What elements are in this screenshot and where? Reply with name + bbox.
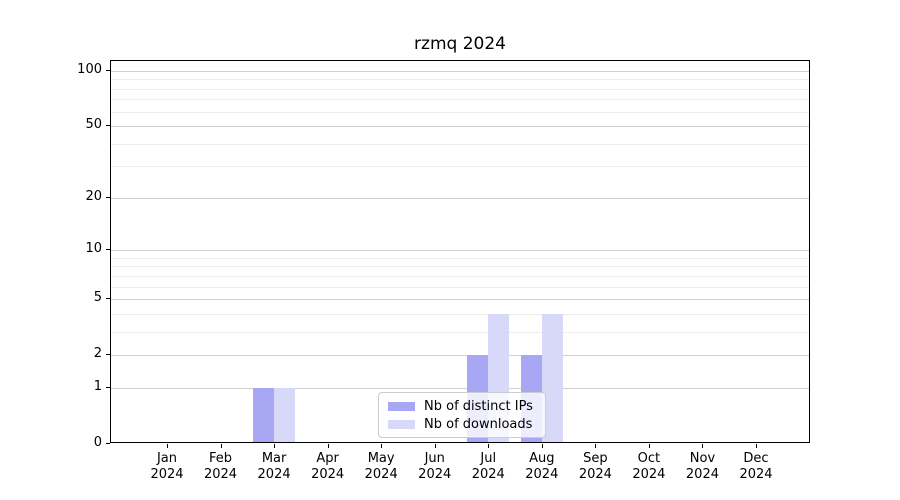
bar-distinct-ips: [253, 387, 275, 442]
x-tick-month: Dec: [743, 451, 769, 466]
y-tick-label: 5: [93, 290, 102, 306]
x-tick-month: Mar: [261, 451, 287, 466]
x-tick: [756, 444, 757, 448]
x-tick-month: May: [367, 451, 395, 466]
gridline-major: [111, 387, 809, 389]
legend-label-downloads: Nb of downloads: [424, 416, 533, 432]
x-tick: [488, 444, 490, 448]
x-tick-month: Sep: [583, 451, 608, 466]
x-tick: [327, 444, 329, 448]
x-tick-year: 2024: [203, 467, 238, 482]
gridline-minor: [111, 286, 809, 288]
x-tick-label: Nov 2024: [662, 451, 742, 483]
gridline-major: [111, 250, 809, 252]
x-tick-label: Sep 2024: [555, 451, 635, 483]
gridline-major: [111, 126, 809, 128]
x-tick-label: Jul 2024: [448, 451, 528, 483]
y-tick-label: 2: [93, 346, 102, 362]
gridline-minor: [111, 266, 809, 268]
legend-label-distinct-ips: Nb of distinct IPs: [424, 399, 533, 415]
y-tick: [106, 298, 110, 300]
gridline-minor: [111, 166, 809, 168]
x-tick-month: Jan: [156, 451, 178, 466]
x-tick-label: Jun 2024: [395, 451, 475, 483]
y-tick: [106, 443, 110, 444]
y-tick-label: 50: [85, 117, 102, 133]
x-tick-month: Jun: [424, 451, 445, 466]
x-tick-year: 2024: [739, 467, 773, 482]
bar-downloads: [541, 313, 563, 442]
plot-area: [110, 60, 810, 443]
x-tick-year: 2024: [525, 467, 559, 482]
x-tick-month: Apr: [316, 451, 339, 466]
y-tick: [106, 125, 110, 127]
y-tick-label: 20: [85, 188, 102, 204]
gridline-minor: [111, 313, 809, 315]
x-tick-month: Oct: [637, 451, 661, 466]
x-tick: [648, 444, 650, 448]
y-tick-label: 10: [85, 241, 102, 257]
x-tick-month: Nov: [689, 451, 716, 466]
gridline-minor: [111, 79, 809, 81]
x-tick: [167, 444, 168, 448]
y-tick: [106, 69, 110, 71]
x-tick-label: Oct 2024: [609, 451, 689, 483]
x-tick: [220, 444, 222, 448]
x-tick-year: 2024: [257, 467, 291, 482]
x-tick-month: Jul: [480, 451, 497, 466]
x-tick-year: 2024: [418, 467, 452, 482]
gridline-minor: [111, 88, 809, 90]
x-tick-label: Dec 2024: [716, 451, 796, 483]
gridline-minor: [111, 99, 809, 101]
y-tick-label: 1: [93, 378, 102, 394]
gridline-major: [111, 355, 809, 357]
x-tick-year: 2024: [311, 467, 345, 482]
gridline-major: [111, 197, 809, 199]
chart-title: rzmq 2024: [414, 34, 506, 54]
legend: Nb of distinct IPs Nb of downloads: [378, 392, 546, 438]
y-tick: [106, 249, 110, 251]
x-tick-year: 2024: [471, 467, 505, 482]
x-tick-year: 2024: [685, 467, 719, 482]
legend-swatch-downloads: [388, 419, 415, 429]
gridline-minor: [111, 143, 809, 145]
x-tick: [595, 444, 597, 448]
x-tick-year: 2024: [364, 467, 398, 482]
y-tick: [106, 196, 110, 198]
gridline-minor: [111, 331, 809, 333]
x-tick: [381, 444, 383, 448]
x-tick-label: Feb 2024: [181, 451, 261, 483]
gridline-minor: [111, 257, 809, 259]
legend-swatch-distinct-ips: [388, 402, 415, 412]
gridline-major: [111, 299, 809, 301]
gridline-minor: [111, 111, 809, 113]
x-tick-year: 2024: [150, 467, 184, 482]
gridline-major: [111, 70, 809, 72]
x-tick: [434, 444, 436, 448]
x-tick-label: Jan 2024: [127, 451, 207, 483]
legend-item-distinct-ips: Nb of distinct IPs: [388, 398, 537, 416]
x-tick-month: Aug: [529, 451, 555, 466]
x-tick-label: Aug 2024: [502, 451, 582, 483]
x-tick: [702, 444, 704, 448]
y-tick-label: 100: [77, 61, 102, 77]
x-tick-label: Mar 2024: [234, 451, 314, 483]
x-tick-year: 2024: [578, 467, 612, 482]
x-tick: [274, 444, 276, 448]
x-tick-month: Feb: [209, 451, 233, 466]
y-tick: [106, 354, 110, 356]
x-tick-label: Apr 2024: [288, 451, 368, 483]
gridline-minor: [111, 275, 809, 277]
x-tick: [541, 444, 543, 448]
bar-downloads: [274, 387, 296, 442]
x-tick-year: 2024: [632, 467, 666, 482]
x-tick-label: May 2024: [341, 451, 421, 483]
y-tick-label: 0: [93, 435, 102, 450]
legend-item-downloads: Nb of downloads: [388, 416, 537, 434]
y-tick: [106, 386, 110, 388]
